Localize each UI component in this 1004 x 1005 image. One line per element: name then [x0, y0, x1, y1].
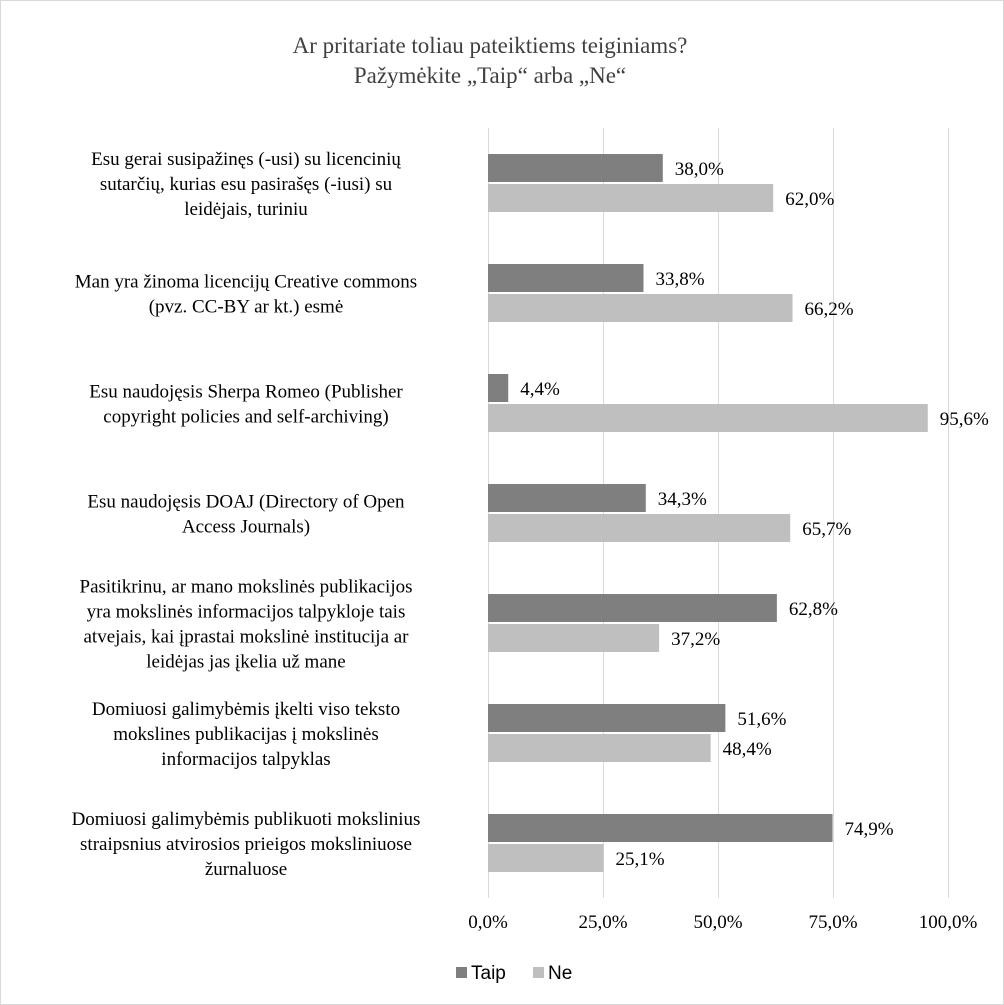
category-label-line: Domiuosi galimybėmis publikuoti mokslini…: [72, 809, 421, 830]
data-label: 51,6%: [737, 709, 786, 730]
data-label: 95,6%: [940, 409, 989, 430]
category-label-line: sutarčių, kurias esu pasirašęs (-iusi) s…: [100, 174, 393, 195]
category-label-line: informacijos talpyklas: [161, 749, 330, 770]
category-label-line: atvejais, kai įprastai mokslinė instituc…: [83, 627, 409, 648]
data-label: 62,0%: [785, 189, 834, 210]
category-label-line: yra mokslinės informacijos talpykloje ta…: [87, 602, 406, 623]
category-label-line: žurnaluose: [205, 859, 287, 880]
category-label-line: mokslines publikacijas į mokslinės: [113, 724, 378, 745]
chart-title-line: Ar pritariate toliau pateiktiems teigini…: [293, 33, 688, 58]
category-label-line: Esu naudojęsis DOAJ (Directory of Open: [87, 492, 405, 513]
bar-taip: [488, 594, 777, 622]
bar-taip: [488, 704, 726, 732]
chart-title: Ar pritariate toliau pateiktiems teigini…: [293, 33, 688, 88]
gridlines: [488, 128, 949, 898]
x-tick-label: 0,0%: [468, 912, 508, 933]
category-label-line: leidėjais, turiniu: [184, 199, 308, 220]
category-label-line: Man yra žinoma licencijų Creative common…: [75, 272, 417, 293]
data-label: 4,4%: [520, 379, 560, 400]
bars: [488, 154, 928, 872]
data-label: 62,8%: [789, 599, 838, 620]
data-label: 34,3%: [658, 489, 707, 510]
data-labels: 38,0% 62,0% 33,8% 66,2% 4,4% 95,6% 34,3% 65,7% 6…: [520, 159, 989, 870]
data-label: 74,9%: [845, 819, 894, 840]
category-label-line: Pasitikrinu, ar mano mokslinės publikaci…: [80, 577, 413, 598]
category-label-line: leidėjas jas įkelia už mane: [146, 652, 345, 673]
x-tick-label: 100,0%: [919, 912, 978, 933]
data-label: 37,2%: [671, 629, 720, 650]
bar-taip: [488, 264, 644, 292]
bar-ne: [488, 624, 660, 652]
x-tick-label: 25,0%: [578, 912, 627, 933]
chart-title-line: Pažymėkite „Taip“ arba „Ne“: [354, 63, 626, 88]
legend-swatch-ne: [533, 967, 544, 978]
legend: Taip Ne: [456, 963, 572, 984]
x-tick-label: 75,0%: [808, 912, 857, 933]
bar-ne: [488, 844, 604, 872]
bar-ne: [488, 514, 791, 542]
bar-ne: [488, 404, 928, 432]
bar-taip: [488, 374, 509, 402]
category-label-line: (pvz. CC-BY ar kt.) esmė: [149, 297, 344, 318]
category-label-line: Domiuosi galimybėmis įkelti viso teksto: [92, 699, 400, 720]
bar-ne: [488, 294, 793, 322]
x-tick-label: 50,0%: [693, 912, 742, 933]
category-label-line: Esu naudojęsis Sherpa Romeo (Publisher: [89, 382, 403, 403]
data-label: 25,1%: [615, 849, 664, 870]
legend-label: Taip: [471, 963, 506, 984]
category-label-line: straipsnius atvirosios prieigos mokslini…: [80, 834, 412, 855]
legend-label: Ne: [548, 963, 572, 984]
data-label: 38,0%: [675, 159, 724, 180]
data-label: 48,4%: [723, 739, 772, 760]
category-label-line: Esu gerai susipažinęs (-usi) su licencin…: [91, 149, 401, 170]
category-label-line: Access Journals): [182, 517, 310, 538]
bar-taip: [488, 154, 663, 182]
data-label: 66,2%: [805, 299, 854, 320]
bar-ne: [488, 734, 711, 762]
category-label-line: copyright policies and self-archiving): [103, 407, 388, 428]
bar-taip: [488, 814, 833, 842]
data-label: 65,7%: [802, 519, 851, 540]
bar-ne: [488, 184, 774, 212]
x-axis-ticks: 0,0% 25,0% 50,0% 75,0% 100,0%: [468, 912, 977, 933]
bar-taip: [488, 484, 646, 512]
category-labels: Esu gerai susipažinęs (-usi) su licencin…: [72, 149, 421, 880]
legend-swatch-taip: [456, 967, 467, 978]
data-label: 33,8%: [655, 269, 704, 290]
